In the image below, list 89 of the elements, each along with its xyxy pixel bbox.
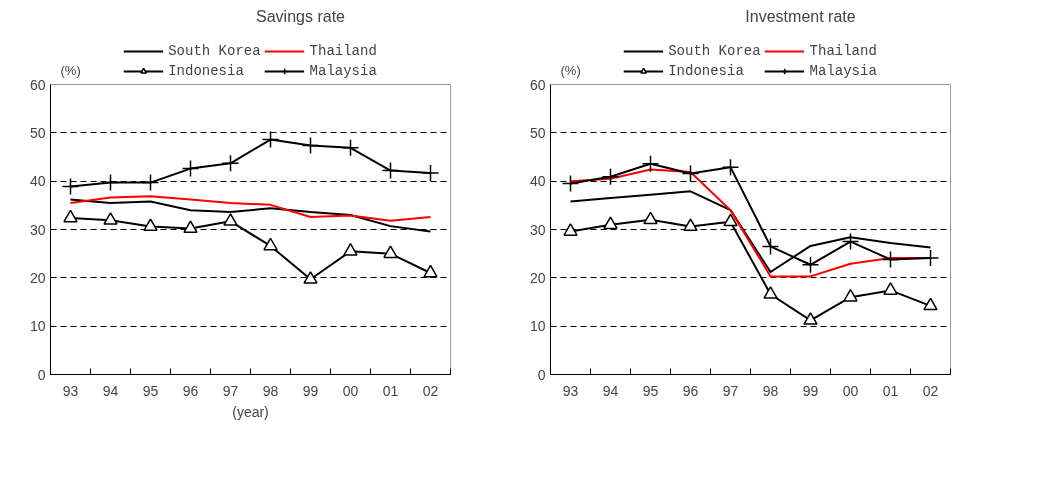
x-tick-label: 99 — [302, 382, 319, 399]
point — [561, 174, 580, 193]
y-axis-title: (%) — [560, 62, 581, 78]
line-series — [69, 195, 432, 222]
y-tick-label: 10 — [29, 318, 46, 335]
legend-label: Malaysia — [309, 63, 377, 79]
point — [103, 212, 118, 225]
x-tick-label: 93 — [562, 382, 579, 399]
point — [643, 211, 658, 225]
y-tick-label: 30 — [529, 221, 546, 238]
point — [723, 213, 738, 227]
x-tick-label: 98 — [262, 382, 279, 399]
x-tick-label: 01 — [382, 382, 399, 399]
y-tick-label: 30 — [29, 221, 46, 238]
x-tick-label: 00 — [342, 382, 359, 399]
point — [681, 164, 700, 183]
point — [563, 223, 578, 236]
point — [641, 155, 660, 173]
legend-label: South Korea — [168, 43, 261, 59]
point — [141, 173, 160, 192]
y-tick-label: 0 — [37, 366, 46, 383]
x-tick-label: 02 — [922, 382, 939, 399]
x-tick-label: 99 — [802, 382, 819, 399]
x-tick-label: 02 — [422, 382, 439, 399]
x-tick-label: 94 — [102, 382, 119, 399]
legend-label: Indonesia — [668, 63, 744, 79]
point — [383, 245, 398, 259]
y-tick-label: 20 — [29, 269, 46, 286]
y-tick-label: 20 — [529, 269, 546, 286]
y-tick-label: 40 — [29, 173, 46, 190]
y-tick-label: 50 — [529, 124, 546, 141]
point — [343, 242, 358, 256]
point — [221, 154, 240, 173]
x-tick-label: 98 — [762, 382, 779, 399]
point — [143, 218, 158, 232]
point — [63, 209, 78, 223]
line-series — [69, 198, 432, 233]
point — [301, 136, 320, 155]
chart-title: Savings rate — [256, 7, 346, 25]
x-tick-label: 01 — [882, 382, 899, 399]
x-tick-label: 94 — [602, 382, 619, 399]
x-axis-title: (year) — [232, 403, 269, 420]
point — [921, 249, 940, 267]
point — [761, 237, 780, 256]
point — [803, 312, 818, 325]
x-tick-label: 00 — [842, 382, 859, 399]
y-tick-label: 60 — [529, 76, 546, 93]
legend-label: Malaysia — [809, 63, 877, 79]
legend-label: Thailand — [809, 43, 877, 59]
chart-title: Investment rate — [745, 7, 856, 25]
point — [263, 237, 278, 251]
point — [61, 177, 80, 196]
y-tick-label: 40 — [529, 173, 546, 190]
x-tick-label: 96 — [682, 382, 699, 399]
y-tick-label: 0 — [537, 366, 546, 383]
point — [341, 139, 360, 157]
point — [763, 286, 778, 299]
legend-label: Thailand — [309, 43, 377, 59]
point — [881, 250, 900, 269]
y-axis-title: (%) — [60, 62, 81, 78]
point — [181, 159, 200, 178]
y-tick-label: 50 — [29, 124, 46, 141]
x-tick-label: 97 — [722, 382, 739, 399]
point — [603, 216, 618, 230]
point — [183, 220, 198, 234]
point — [303, 271, 318, 284]
x-tick-label: 97 — [222, 382, 239, 399]
point — [101, 173, 120, 192]
point — [223, 213, 238, 226]
x-tick-label: 95 — [142, 382, 159, 399]
legend-label: South Korea — [668, 43, 761, 59]
point — [261, 130, 280, 149]
y-tick-label: 10 — [529, 318, 546, 335]
point — [923, 297, 938, 311]
point — [801, 256, 820, 274]
y-tick-label: 60 — [29, 76, 46, 93]
x-tick-label: 93 — [62, 382, 79, 399]
point — [721, 158, 740, 176]
point — [423, 264, 438, 278]
legend-label: Indonesia — [168, 63, 244, 79]
x-tick-label: 95 — [642, 382, 659, 399]
x-tick-label: 96 — [182, 382, 199, 399]
point — [601, 168, 620, 186]
point — [421, 164, 440, 182]
point — [843, 288, 858, 302]
point — [683, 218, 698, 232]
point — [381, 161, 400, 180]
point — [883, 282, 898, 295]
point — [841, 232, 860, 251]
